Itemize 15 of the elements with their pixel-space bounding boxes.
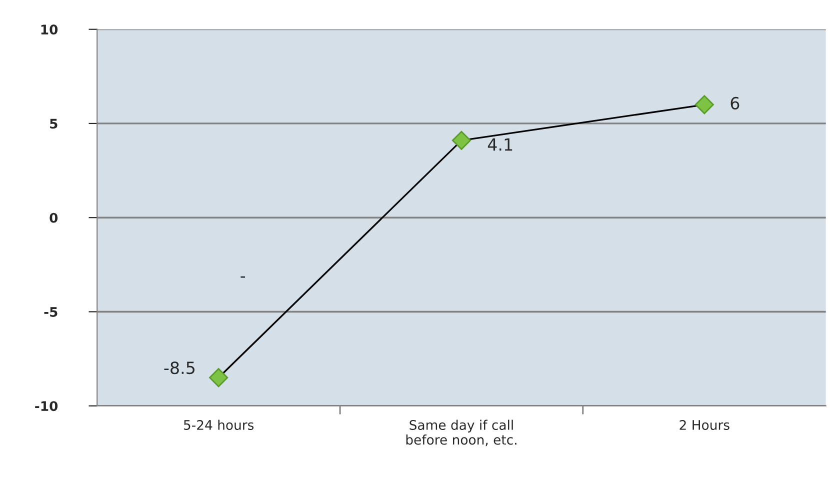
point <box>452 130 472 150</box>
y-tick-label: 10 <box>41 24 58 35</box>
point <box>694 95 714 114</box>
point <box>209 368 228 388</box>
annotation: - <box>240 276 246 278</box>
data-label: 6 <box>730 96 740 110</box>
y-tick-label: 0 <box>50 212 58 223</box>
data-label: -8.5 <box>164 362 194 374</box>
y-tick-label: -5 <box>44 307 58 317</box>
x-tick-label: 2 Hours <box>680 420 730 430</box>
x-tick-label: Same day if call before noon, etc. <box>406 420 516 446</box>
data-label: 4.1 <box>488 138 512 151</box>
y-tick-label: -10 <box>35 401 58 412</box>
x-tick-label: 5-24 hours <box>184 420 254 430</box>
y-tick-label: 5 <box>50 118 58 129</box>
